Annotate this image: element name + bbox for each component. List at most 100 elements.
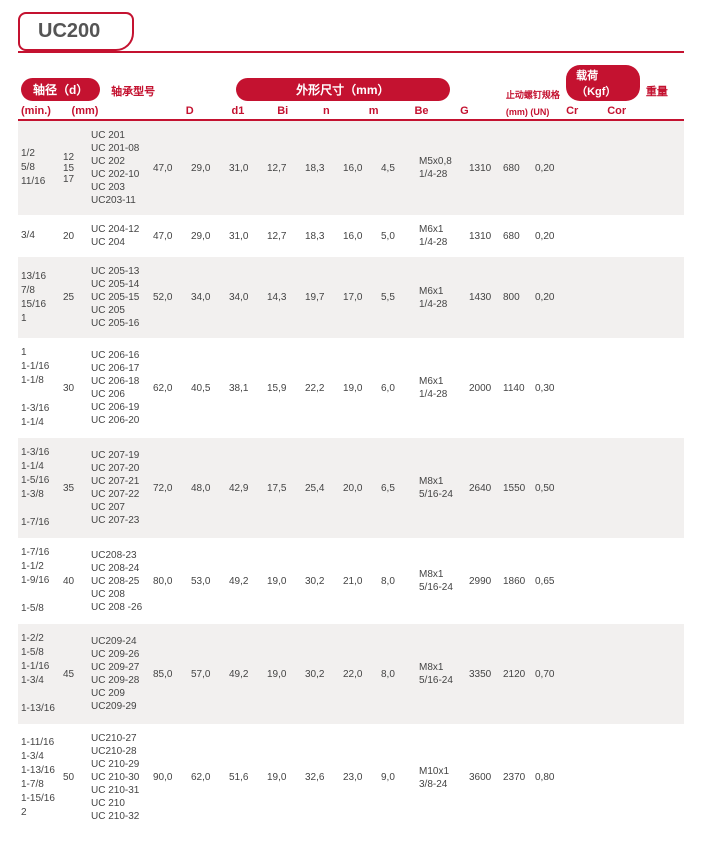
cell-Be: 16,0 [340, 163, 378, 174]
cell-D: 90,0 [150, 772, 188, 783]
cell-min: 13/167/815/161 [18, 270, 60, 326]
column-headers: 轴径（d） 轴承型号 外形尺寸（mm） 止动螺钉规格 载荷（Kgf） 重量 (m… [18, 63, 684, 121]
cell-G: 5,0 [378, 231, 416, 242]
cell-weight: 0,70 [532, 669, 566, 680]
cell-weight: 0,80 [532, 772, 566, 783]
cell-models: UC 206-16UC 206-17UC 206-18UC 206UC 206-… [88, 349, 150, 427]
cell-screw: M8x15/16-24 [416, 661, 466, 687]
col-D: D [183, 103, 229, 120]
col-d1: d1 [229, 103, 275, 120]
cell-models: UC209-24UC 209-26UC 209-27UC 209-28UC 20… [88, 635, 150, 713]
cell-min: 1-11/161-3/41-13/161-7/81-15/162 [18, 736, 60, 820]
cell-G: 8,0 [378, 576, 416, 587]
dims-header: 外形尺寸（mm） [236, 78, 449, 101]
cell-n: 19,0 [264, 576, 302, 587]
cell-screw: M8x15/16-24 [416, 568, 466, 594]
cell-models: UC 205-13UC 205-14UC 205-15UC 205UC 205-… [88, 265, 150, 330]
cell-Cr: 1310 [466, 231, 500, 242]
cell-d1: 53,0 [188, 576, 226, 587]
cell-weight: 0,20 [532, 292, 566, 303]
screw-sub-un: (UN) [530, 107, 549, 117]
cell-min: 1-2/21-5/81-1/161-3/4 1-13/16 [18, 632, 60, 716]
cell-m: 30,2 [302, 576, 340, 587]
cell-n: 15,9 [264, 383, 302, 394]
cell-Cr: 1310 [466, 163, 500, 174]
cell-Cor: 1550 [500, 483, 532, 494]
table-row: 1-3/161-1/41-5/161-3/8 1-7/1635UC 207-19… [18, 438, 684, 538]
cell-G: 6,5 [378, 483, 416, 494]
cell-models: UC 207-19UC 207-20UC 207-21UC 207-22UC 2… [88, 449, 150, 527]
cell-n: 14,3 [264, 292, 302, 303]
product-title-box: UC200 [18, 12, 134, 51]
cell-D: 62,0 [150, 383, 188, 394]
screw-header: 止动螺钉规格 [503, 63, 563, 103]
cell-d1: 57,0 [188, 669, 226, 680]
cell-models: UC 201UC 201-08UC 202UC 202-10UC 203UC20… [88, 129, 150, 207]
cell-Cr: 2000 [466, 383, 500, 394]
cell-Cor: 800 [500, 292, 532, 303]
cell-Be: 23,0 [340, 772, 378, 783]
cell-G: 5,5 [378, 292, 416, 303]
cell-screw: M10x13/8-24 [416, 765, 466, 791]
cell-d1: 34,0 [188, 292, 226, 303]
cell-d1: 62,0 [188, 772, 226, 783]
cell-weight: 0,30 [532, 383, 566, 394]
cell-Bi: 42,9 [226, 483, 264, 494]
cell-n: 19,0 [264, 772, 302, 783]
col-cr: Cr [563, 103, 604, 120]
col-m: m [366, 103, 412, 120]
col-Be: Be [411, 103, 457, 120]
col-Bi: Bi [274, 103, 320, 120]
cell-mm: 40 [60, 576, 88, 587]
cell-Be: 19,0 [340, 383, 378, 394]
load-header: 载荷（Kgf） [566, 65, 640, 101]
cell-mm: 121517 [60, 152, 88, 185]
cell-Bi: 49,2 [226, 669, 264, 680]
cell-Be: 17,0 [340, 292, 378, 303]
cell-screw: M6x11/4-28 [416, 223, 466, 249]
cell-D: 52,0 [150, 292, 188, 303]
cell-Cor: 1860 [500, 576, 532, 587]
cell-Be: 20,0 [340, 483, 378, 494]
cell-Cr: 1430 [466, 292, 500, 303]
cell-G: 6,0 [378, 383, 416, 394]
data-table: 1/25/811/16121517UC 201UC 201-08UC 202UC… [18, 121, 684, 831]
col-cor: Cor [604, 103, 643, 120]
cell-Cor: 680 [500, 163, 532, 174]
table-row: 11-1/161-1/8 1-3/161-1/430UC 206-16UC 20… [18, 338, 684, 438]
table-row: 3/420UC 204-12UC 20447,029,031,012,718,3… [18, 215, 684, 257]
cell-n: 12,7 [264, 231, 302, 242]
cell-Cr: 3600 [466, 772, 500, 783]
cell-m: 18,3 [302, 163, 340, 174]
cell-screw: M6x11/4-28 [416, 285, 466, 311]
cell-m: 30,2 [302, 669, 340, 680]
cell-n: 17,5 [264, 483, 302, 494]
cell-models: UC208-23UC 208-24UC 208-25UC 208UC 208 -… [88, 549, 150, 614]
cell-models: UC210-27UC210-28UC 210-29UC 210-30UC 210… [88, 732, 150, 823]
cell-mm: 30 [60, 383, 88, 394]
table-row: 1-11/161-3/41-13/161-7/81-15/16250UC210-… [18, 724, 684, 831]
cell-D: 47,0 [150, 163, 188, 174]
col-G: G [457, 103, 503, 120]
cell-mm: 50 [60, 772, 88, 783]
cell-d1: 48,0 [188, 483, 226, 494]
cell-Bi: 51,6 [226, 772, 264, 783]
cell-models: UC 204-12UC 204 [88, 223, 150, 249]
cell-Bi: 31,0 [226, 163, 264, 174]
cell-d1: 29,0 [188, 163, 226, 174]
cell-Cor: 1140 [500, 383, 532, 394]
cell-min: 1-3/161-1/41-5/161-3/8 1-7/16 [18, 446, 60, 530]
cell-min: 1/25/811/16 [18, 147, 60, 189]
weight-header: 重量 [643, 63, 684, 120]
table-row: 1-2/21-5/81-1/161-3/4 1-13/1645UC209-24U… [18, 624, 684, 724]
cell-Cr: 3350 [466, 669, 500, 680]
cell-D: 80,0 [150, 576, 188, 587]
cell-G: 8,0 [378, 669, 416, 680]
product-title: UC200 [38, 20, 100, 42]
screw-sub-mm: (mm) [506, 107, 528, 117]
cell-m: 18,3 [302, 231, 340, 242]
cell-screw: M5x0,81/4-28 [416, 155, 466, 181]
cell-G: 9,0 [378, 772, 416, 783]
cell-D: 47,0 [150, 231, 188, 242]
cell-weight: 0,50 [532, 483, 566, 494]
